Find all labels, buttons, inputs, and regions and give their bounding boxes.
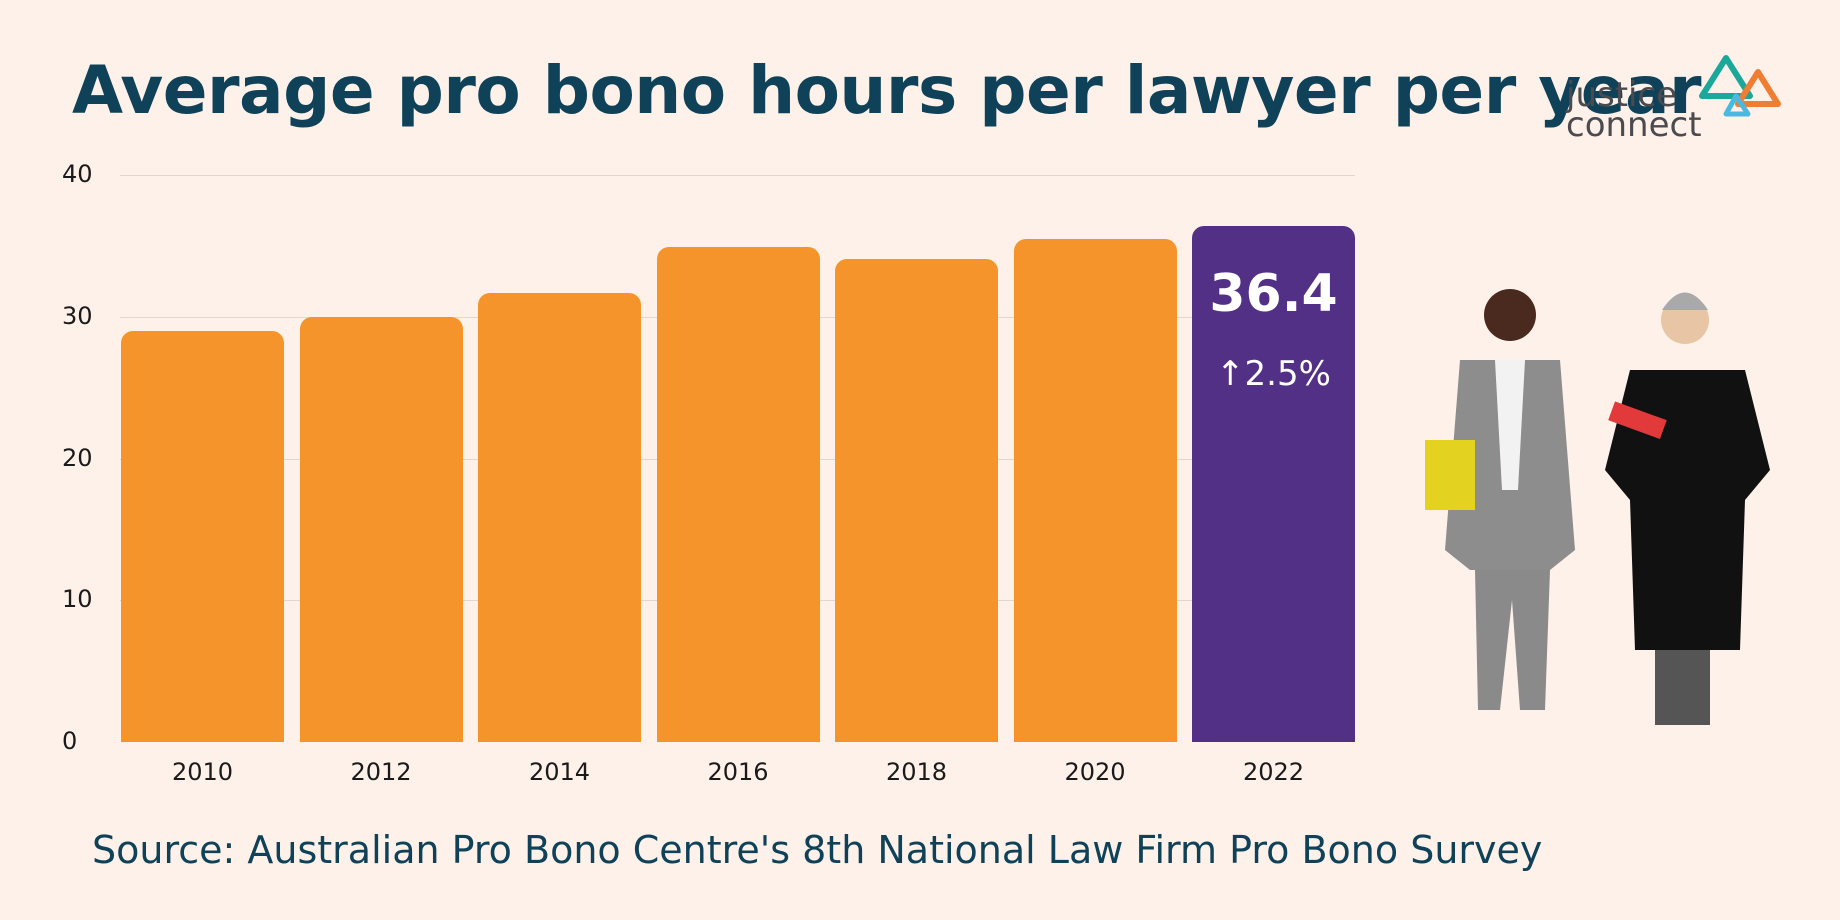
highlight-bar: 36.4 ↑2.5% bbox=[1192, 226, 1355, 742]
x-axis-tick-label: 2022 bbox=[1242, 758, 1305, 786]
bar bbox=[835, 258, 998, 742]
y-axis-tick-label: 30 bbox=[62, 301, 93, 330]
logo-triangles-icon bbox=[1699, 55, 1781, 117]
x-axis-tick-label: 2010 bbox=[171, 758, 234, 786]
bar bbox=[656, 247, 820, 742]
source-note: Source: Australian Pro Bono Centre's 8th… bbox=[92, 828, 1543, 872]
x-axis-tick-label: 2018 bbox=[885, 758, 948, 786]
bar bbox=[121, 330, 284, 742]
bar bbox=[478, 292, 641, 742]
gridline bbox=[120, 175, 1355, 176]
logo-text: justice connect bbox=[1566, 75, 1702, 145]
y-axis-tick-label: 10 bbox=[62, 585, 93, 614]
highlight-change: ↑2.5% bbox=[1216, 354, 1331, 395]
chart-title: Average pro bono hours per lawyer per ye… bbox=[72, 52, 1702, 129]
y-axis-tick-label: 40 bbox=[62, 160, 93, 188]
lawyers-illustration bbox=[1425, 289, 1770, 725]
x-axis-tick-label: 2016 bbox=[707, 758, 769, 786]
x-axis-tick-label: 2012 bbox=[350, 758, 412, 786]
x-axis-tick-label: 2014 bbox=[528, 758, 591, 786]
y-axis-tick-label: 0 bbox=[62, 727, 78, 755]
bar bbox=[299, 316, 463, 742]
justice-connect-logo: justice connect bbox=[1566, 52, 1826, 152]
y-axis-tick-label: 20 bbox=[62, 443, 93, 472]
highlight-value: 36.4 bbox=[1209, 264, 1338, 325]
x-axis-tick-label: 2020 bbox=[1064, 758, 1126, 786]
bar bbox=[1013, 238, 1177, 742]
